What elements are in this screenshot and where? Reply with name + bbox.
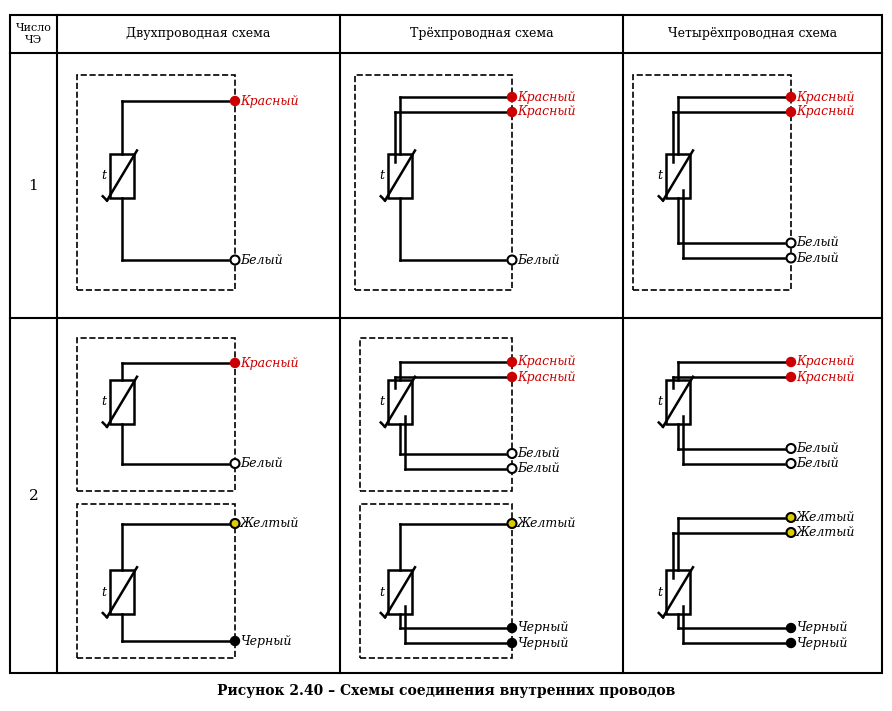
Text: Белый: Белый — [796, 237, 838, 250]
Text: Черный: Черный — [796, 636, 847, 650]
Text: Красный: Красный — [240, 95, 299, 107]
Circle shape — [787, 444, 796, 453]
Text: Четырёхпроводная схема: Четырёхпроводная схема — [668, 28, 837, 41]
Bar — [110, 154, 134, 198]
Circle shape — [787, 358, 796, 366]
Text: Белый: Белый — [517, 254, 559, 267]
Bar — [355, 75, 512, 290]
Text: Красный: Красный — [517, 105, 575, 119]
Bar — [110, 380, 134, 424]
Circle shape — [508, 638, 516, 648]
Circle shape — [787, 373, 796, 382]
Text: Желтый: Желтый — [517, 517, 576, 530]
Text: Двухпроводная схема: Двухпроводная схема — [127, 28, 270, 41]
Text: Красный: Красный — [240, 356, 299, 370]
Circle shape — [787, 92, 796, 102]
Text: Черный: Черный — [517, 636, 568, 650]
Circle shape — [508, 107, 516, 117]
Text: Красный: Красный — [796, 356, 855, 368]
Text: 1: 1 — [29, 178, 38, 193]
Bar — [666, 570, 690, 614]
Circle shape — [230, 459, 239, 468]
Text: Белый: Белый — [796, 442, 838, 455]
Circle shape — [787, 107, 796, 117]
Circle shape — [508, 449, 516, 458]
Circle shape — [787, 638, 796, 648]
Text: t: t — [657, 586, 662, 599]
Text: Белый: Белый — [796, 457, 838, 470]
Text: Желтый: Желтый — [240, 517, 300, 530]
Text: Белый: Белый — [240, 457, 283, 470]
Circle shape — [508, 358, 516, 366]
Text: Белый: Белый — [517, 462, 559, 475]
Text: t: t — [657, 395, 662, 408]
Circle shape — [230, 255, 239, 264]
Circle shape — [787, 254, 796, 262]
Circle shape — [508, 464, 516, 473]
Bar — [77, 338, 235, 491]
Circle shape — [230, 358, 239, 368]
Text: Красный: Красный — [796, 105, 855, 119]
Text: Трёхпроводная схема: Трёхпроводная схема — [409, 28, 553, 41]
Bar — [110, 570, 134, 614]
Circle shape — [508, 624, 516, 633]
Circle shape — [508, 255, 516, 264]
Text: Белый: Белый — [517, 447, 559, 460]
Circle shape — [508, 373, 516, 382]
Text: Красный: Красный — [796, 90, 855, 104]
Text: Черный: Черный — [517, 621, 568, 634]
Circle shape — [787, 513, 796, 522]
Text: Красный: Красный — [796, 370, 855, 383]
Bar — [360, 503, 512, 658]
Circle shape — [508, 519, 516, 528]
Text: Белый: Белый — [796, 252, 838, 264]
Text: Рисунок 2.40 – Схемы соединения внутренних проводов: Рисунок 2.40 – Схемы соединения внутренн… — [217, 684, 675, 698]
Circle shape — [508, 92, 516, 102]
Text: t: t — [101, 586, 106, 599]
Bar — [388, 154, 412, 198]
Bar — [388, 380, 412, 424]
Bar — [633, 75, 791, 290]
Text: Красный: Красный — [517, 356, 575, 368]
Text: Черный: Черный — [796, 621, 847, 634]
Text: Красный: Красный — [517, 370, 575, 383]
Circle shape — [787, 624, 796, 633]
Circle shape — [787, 528, 796, 537]
Text: t: t — [379, 586, 384, 599]
Circle shape — [230, 97, 239, 105]
Text: t: t — [379, 169, 384, 182]
Text: Белый: Белый — [240, 254, 283, 267]
Text: 2: 2 — [29, 488, 38, 503]
Circle shape — [787, 238, 796, 247]
Circle shape — [787, 459, 796, 468]
Text: Число
ЧЭ: Число ЧЭ — [15, 23, 52, 45]
Text: t: t — [657, 169, 662, 182]
Text: Желтый: Желтый — [796, 526, 855, 539]
Text: t: t — [101, 169, 106, 182]
Bar — [388, 570, 412, 614]
Bar — [360, 338, 512, 491]
Bar — [666, 154, 690, 198]
Text: Желтый: Желтый — [796, 511, 855, 524]
Text: t: t — [101, 395, 106, 408]
Circle shape — [230, 636, 239, 646]
Bar — [77, 75, 235, 290]
Text: t: t — [379, 395, 384, 408]
Text: Красный: Красный — [517, 90, 575, 104]
Circle shape — [230, 519, 239, 528]
Bar — [77, 503, 235, 658]
Bar — [666, 380, 690, 424]
Text: Черный: Черный — [240, 634, 292, 648]
